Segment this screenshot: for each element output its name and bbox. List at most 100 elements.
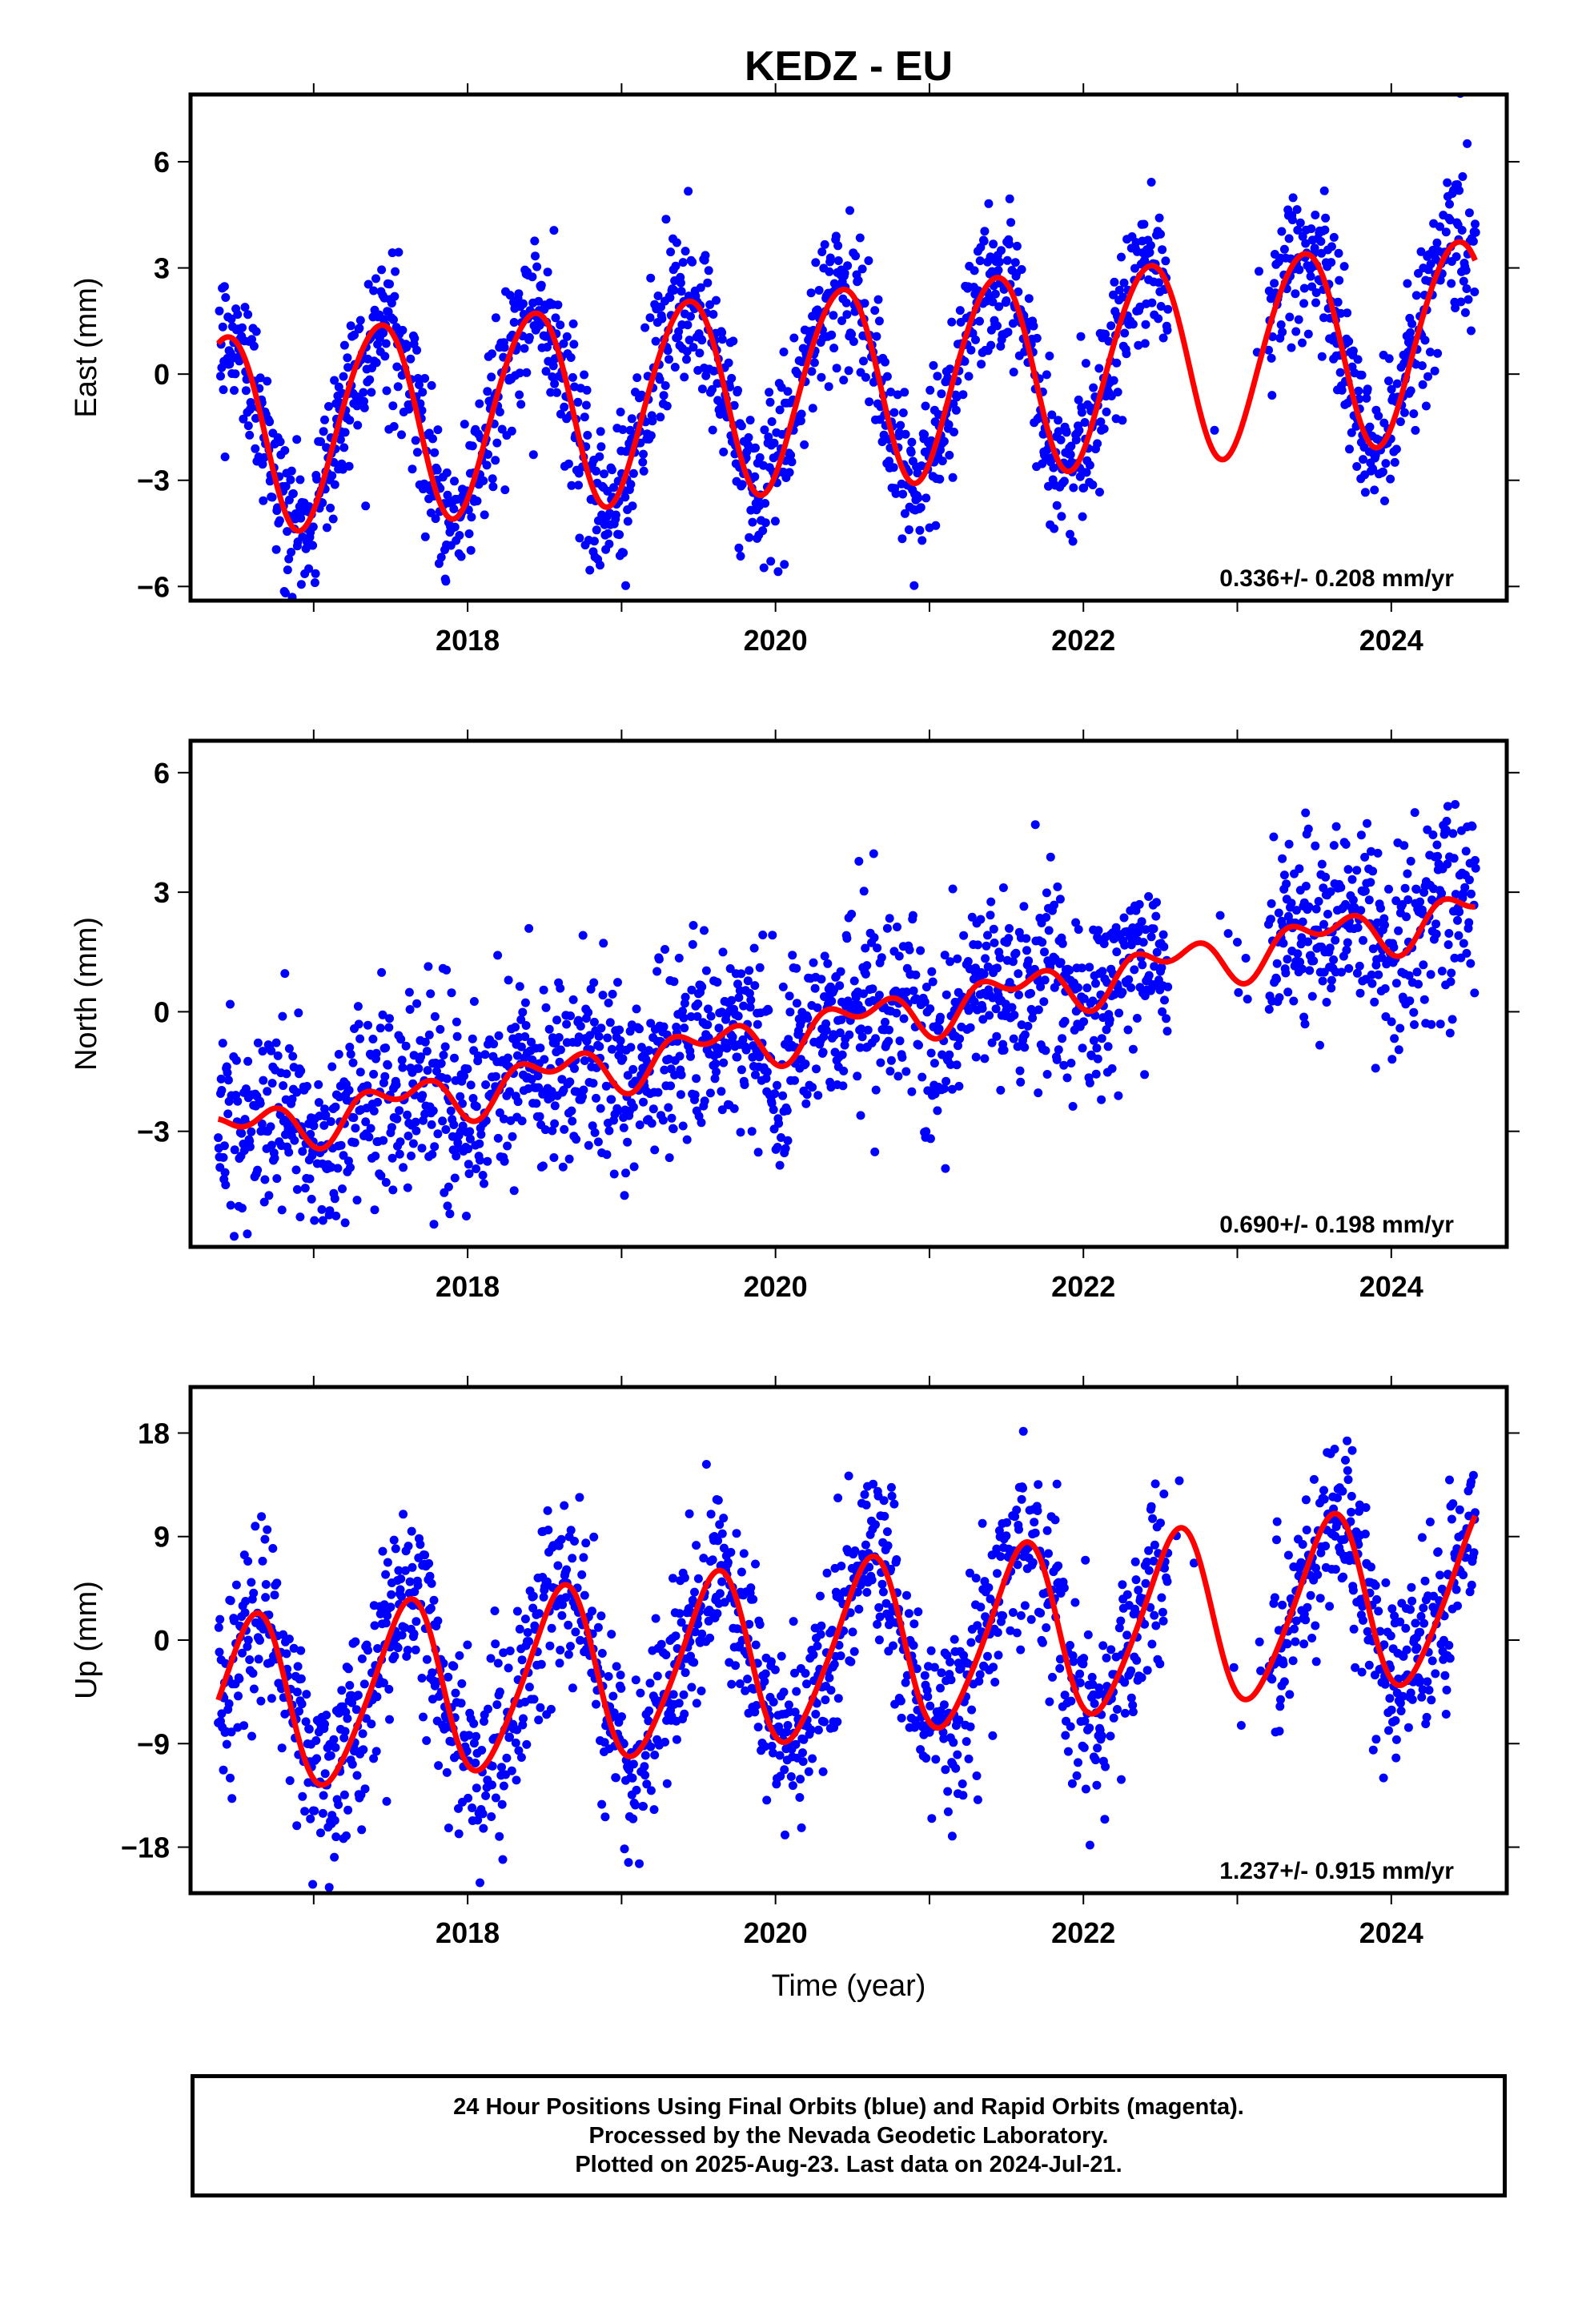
- data-point: [298, 1147, 307, 1156]
- data-point: [766, 557, 776, 566]
- data-point: [333, 1164, 343, 1173]
- data-point: [450, 476, 459, 486]
- data-point: [669, 285, 679, 295]
- data-point: [628, 1814, 638, 1823]
- data-point: [945, 1050, 954, 1059]
- data-point: [764, 1006, 773, 1015]
- data-point: [1098, 967, 1107, 976]
- data-point: [913, 493, 923, 503]
- data-point: [796, 1775, 805, 1784]
- data-point: [661, 381, 670, 390]
- data-point: [305, 1174, 315, 1184]
- data-point: [1139, 219, 1149, 229]
- data-point: [473, 1815, 483, 1825]
- data-point: [1046, 852, 1055, 862]
- data-point: [878, 1587, 888, 1597]
- data-point: [984, 1583, 994, 1592]
- data-point: [980, 1054, 990, 1063]
- data-point: [814, 286, 824, 295]
- data-point: [623, 1071, 632, 1080]
- data-point: [601, 1081, 611, 1091]
- data-point: [628, 1102, 638, 1112]
- data-point: [820, 239, 829, 249]
- data-point: [247, 1127, 256, 1136]
- data-point: [677, 1070, 686, 1080]
- data-point: [355, 1034, 365, 1043]
- data-point: [770, 517, 780, 526]
- data-point: [1459, 276, 1468, 286]
- data-point: [423, 1066, 432, 1076]
- data-point: [371, 274, 380, 283]
- data-point: [1357, 370, 1367, 380]
- data-point: [534, 1609, 544, 1618]
- data-point: [615, 530, 624, 540]
- data-point: [873, 943, 882, 953]
- data-point: [1339, 262, 1349, 271]
- data-point: [296, 580, 306, 589]
- data-point: [765, 397, 775, 407]
- data-point: [1293, 225, 1303, 235]
- data-point: [773, 567, 783, 577]
- data-point: [684, 292, 693, 301]
- data-point: [552, 388, 561, 397]
- data-point: [862, 961, 872, 971]
- data-point: [594, 1031, 604, 1041]
- data-point: [491, 1639, 500, 1649]
- data-point: [357, 1825, 367, 1835]
- data-point: [1446, 977, 1456, 987]
- data-point: [1337, 385, 1347, 395]
- data-point: [390, 292, 400, 301]
- data-point: [1311, 298, 1320, 308]
- data-point: [1158, 245, 1167, 255]
- data-point: [609, 1169, 619, 1179]
- data-point: [1268, 332, 1277, 341]
- data-point: [1006, 218, 1016, 227]
- data-point: [436, 1059, 446, 1068]
- data-point: [966, 1638, 976, 1647]
- data-point: [1460, 308, 1470, 317]
- data-point: [1140, 339, 1150, 348]
- data-point: [1123, 1025, 1133, 1035]
- data-point: [414, 1063, 424, 1073]
- data-point: [515, 1624, 524, 1634]
- data-point: [1335, 275, 1344, 285]
- data-point: [745, 533, 754, 542]
- data-point: [810, 983, 820, 993]
- data-point: [1400, 883, 1410, 893]
- data-point: [1343, 938, 1352, 947]
- data-point: [371, 1048, 381, 1058]
- data-point: [1089, 1035, 1098, 1045]
- data-point: [881, 357, 889, 367]
- data-point: [604, 1126, 614, 1136]
- data-point: [603, 529, 612, 538]
- data-point: [1460, 883, 1470, 892]
- y-tick-label: −3: [137, 464, 170, 497]
- data-point: [1144, 892, 1154, 901]
- data-point: [503, 1053, 512, 1063]
- data-point: [572, 1087, 581, 1096]
- data-point: [390, 1651, 400, 1661]
- data-point: [580, 1590, 589, 1600]
- data-point: [589, 537, 599, 546]
- data-point: [536, 1043, 545, 1053]
- data-point: [789, 1617, 798, 1626]
- data-point: [282, 1069, 291, 1079]
- data-point: [1284, 234, 1294, 243]
- plot-frame-north: [188, 738, 1509, 1249]
- data-point: [729, 400, 739, 410]
- data-point: [651, 1614, 661, 1623]
- data-point: [544, 1526, 553, 1534]
- data-point: [998, 1611, 1008, 1621]
- data-point: [653, 292, 663, 300]
- data-point: [1022, 934, 1031, 943]
- data-point: [1449, 854, 1459, 863]
- data-point: [870, 306, 880, 316]
- data-point: [1114, 1008, 1124, 1018]
- data-point: [263, 1087, 272, 1096]
- data-point: [669, 1690, 678, 1699]
- data-point: [317, 1204, 327, 1214]
- data-point: [994, 1651, 1003, 1660]
- data-point: [1040, 975, 1050, 985]
- data-point: [529, 1695, 539, 1704]
- data-point: [243, 421, 253, 431]
